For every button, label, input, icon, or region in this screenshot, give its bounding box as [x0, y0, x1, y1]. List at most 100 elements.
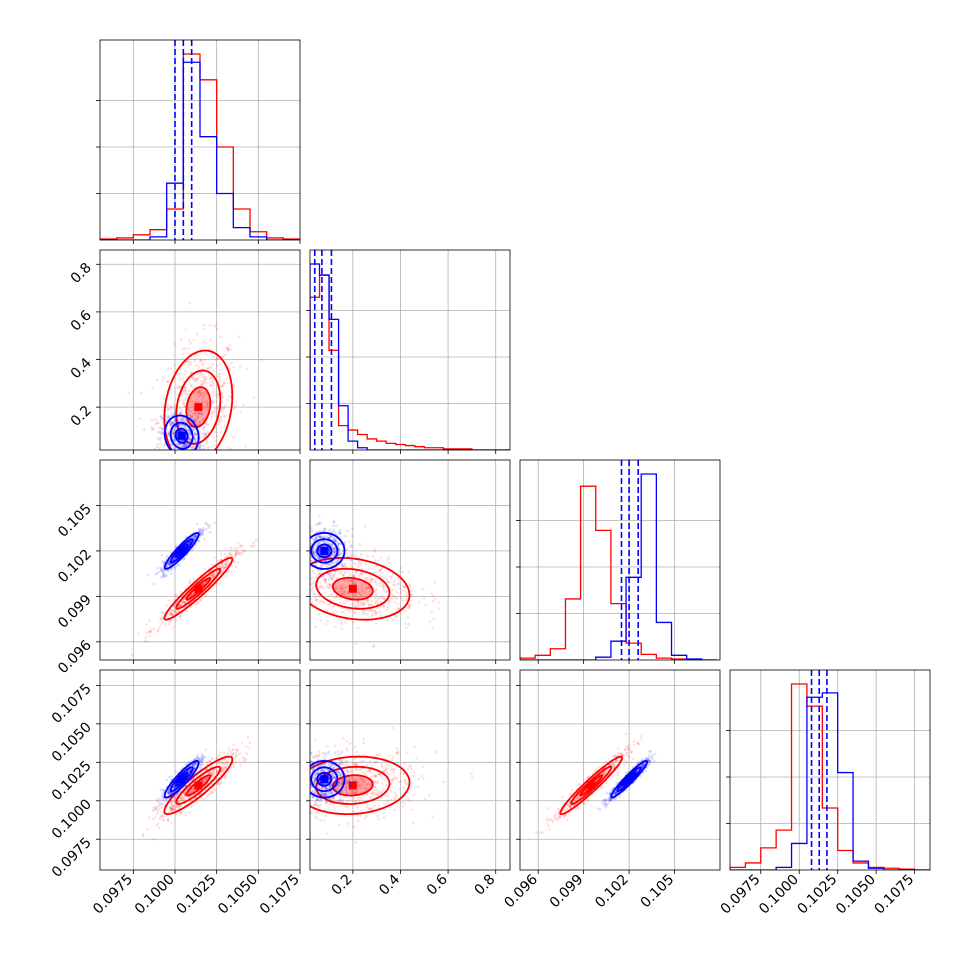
scatter-point — [190, 447, 194, 450]
scatter-point — [204, 778, 207, 781]
scatter-point — [195, 534, 198, 537]
scatter-point — [208, 323, 212, 327]
scatter-point — [194, 762, 198, 766]
scatter-point — [202, 379, 205, 383]
scatter-point — [178, 604, 181, 608]
scatter-point — [202, 351, 206, 355]
scatter-point — [294, 587, 297, 590]
scatter-point — [219, 379, 222, 382]
scatter-point — [352, 574, 356, 578]
scatter-point — [361, 610, 364, 614]
scatter-point — [343, 760, 346, 763]
scatter-point — [344, 784, 348, 787]
scatter-point — [215, 768, 218, 771]
scatter-point — [323, 563, 327, 566]
scatter-point — [335, 595, 339, 599]
scatter-point — [366, 577, 369, 581]
scatter-point — [196, 756, 199, 760]
scatter-point — [221, 396, 224, 399]
scatter-point — [204, 422, 207, 426]
scatter-point — [396, 776, 399, 780]
scatter-point — [356, 601, 359, 605]
scatter-point — [383, 597, 387, 601]
scatter-point — [166, 452, 169, 455]
scatter-point — [320, 564, 323, 568]
scatter-point — [314, 550, 317, 554]
scatter-point — [160, 815, 164, 818]
scatter-point — [350, 535, 354, 538]
scatter-point — [184, 813, 187, 817]
histogram-series — [100, 61, 300, 240]
scatter-point — [380, 763, 384, 767]
scatter-point — [220, 401, 224, 404]
scatter-point — [221, 385, 225, 388]
scatter-point — [197, 527, 201, 531]
scatter-point — [303, 546, 306, 549]
scatter-point — [362, 779, 365, 782]
scatter-point — [437, 607, 441, 610]
scatter-point — [333, 550, 336, 553]
scatter-point — [221, 769, 225, 772]
scatter-point — [352, 792, 356, 795]
scatter-point — [391, 594, 394, 597]
scatter-point — [430, 592, 433, 595]
scatter-point — [204, 381, 208, 384]
scatter-point — [197, 444, 201, 448]
scatter-point — [352, 620, 355, 624]
scatter-point — [337, 542, 340, 546]
scatter-point — [157, 570, 160, 574]
scatter-point — [156, 442, 159, 446]
scatter-point — [212, 356, 216, 359]
scatter-point — [172, 785, 176, 789]
scatter-point — [403, 762, 406, 765]
scatter-point — [199, 530, 202, 533]
scatter-point — [163, 413, 166, 417]
scatter-point — [359, 787, 362, 791]
scatter-point — [325, 585, 328, 588]
scatter-point — [173, 799, 176, 803]
scatter-point — [204, 522, 207, 525]
scatter-point — [230, 361, 233, 365]
scatter-point — [375, 571, 378, 575]
scatter-point — [362, 602, 365, 606]
scatter-point — [322, 558, 325, 561]
contour-line — [169, 421, 194, 450]
scatter-point — [310, 588, 313, 592]
scatter-point — [305, 575, 308, 578]
scatter-point — [242, 759, 246, 763]
scatter-point — [206, 772, 210, 775]
scatter-point — [352, 611, 356, 614]
scatter-point — [312, 591, 315, 595]
scatter-point — [288, 782, 291, 785]
scatter-point — [249, 544, 253, 548]
scatter-point — [220, 761, 224, 765]
scatter-point — [328, 593, 332, 597]
scatter-point — [188, 541, 192, 544]
scatter-point — [191, 424, 195, 428]
scatter-point — [182, 388, 185, 392]
scatter-point — [224, 775, 227, 779]
scatter-point — [323, 577, 327, 581]
scatter-point — [164, 415, 168, 418]
scatter-point — [303, 575, 306, 578]
scatter-point — [199, 527, 203, 531]
scatter-point — [334, 539, 338, 543]
scatter-point — [236, 546, 240, 550]
scatter-point — [390, 758, 394, 762]
scatter-point — [362, 737, 366, 741]
scatter-point — [365, 787, 369, 790]
scatter-point — [203, 358, 207, 362]
scatter-point — [353, 554, 357, 557]
scatter-point — [290, 774, 293, 777]
scatter-point — [170, 799, 174, 803]
scatter-point — [204, 748, 208, 751]
scatter-point — [154, 572, 157, 576]
scatter-point — [318, 556, 322, 560]
scatter-point — [378, 805, 381, 808]
scatter-point — [157, 421, 160, 425]
scatter-point — [221, 409, 224, 413]
scatter-point — [191, 764, 194, 767]
scatter-point — [388, 580, 392, 584]
scatter-point — [408, 585, 411, 588]
scatter-point — [314, 738, 317, 741]
